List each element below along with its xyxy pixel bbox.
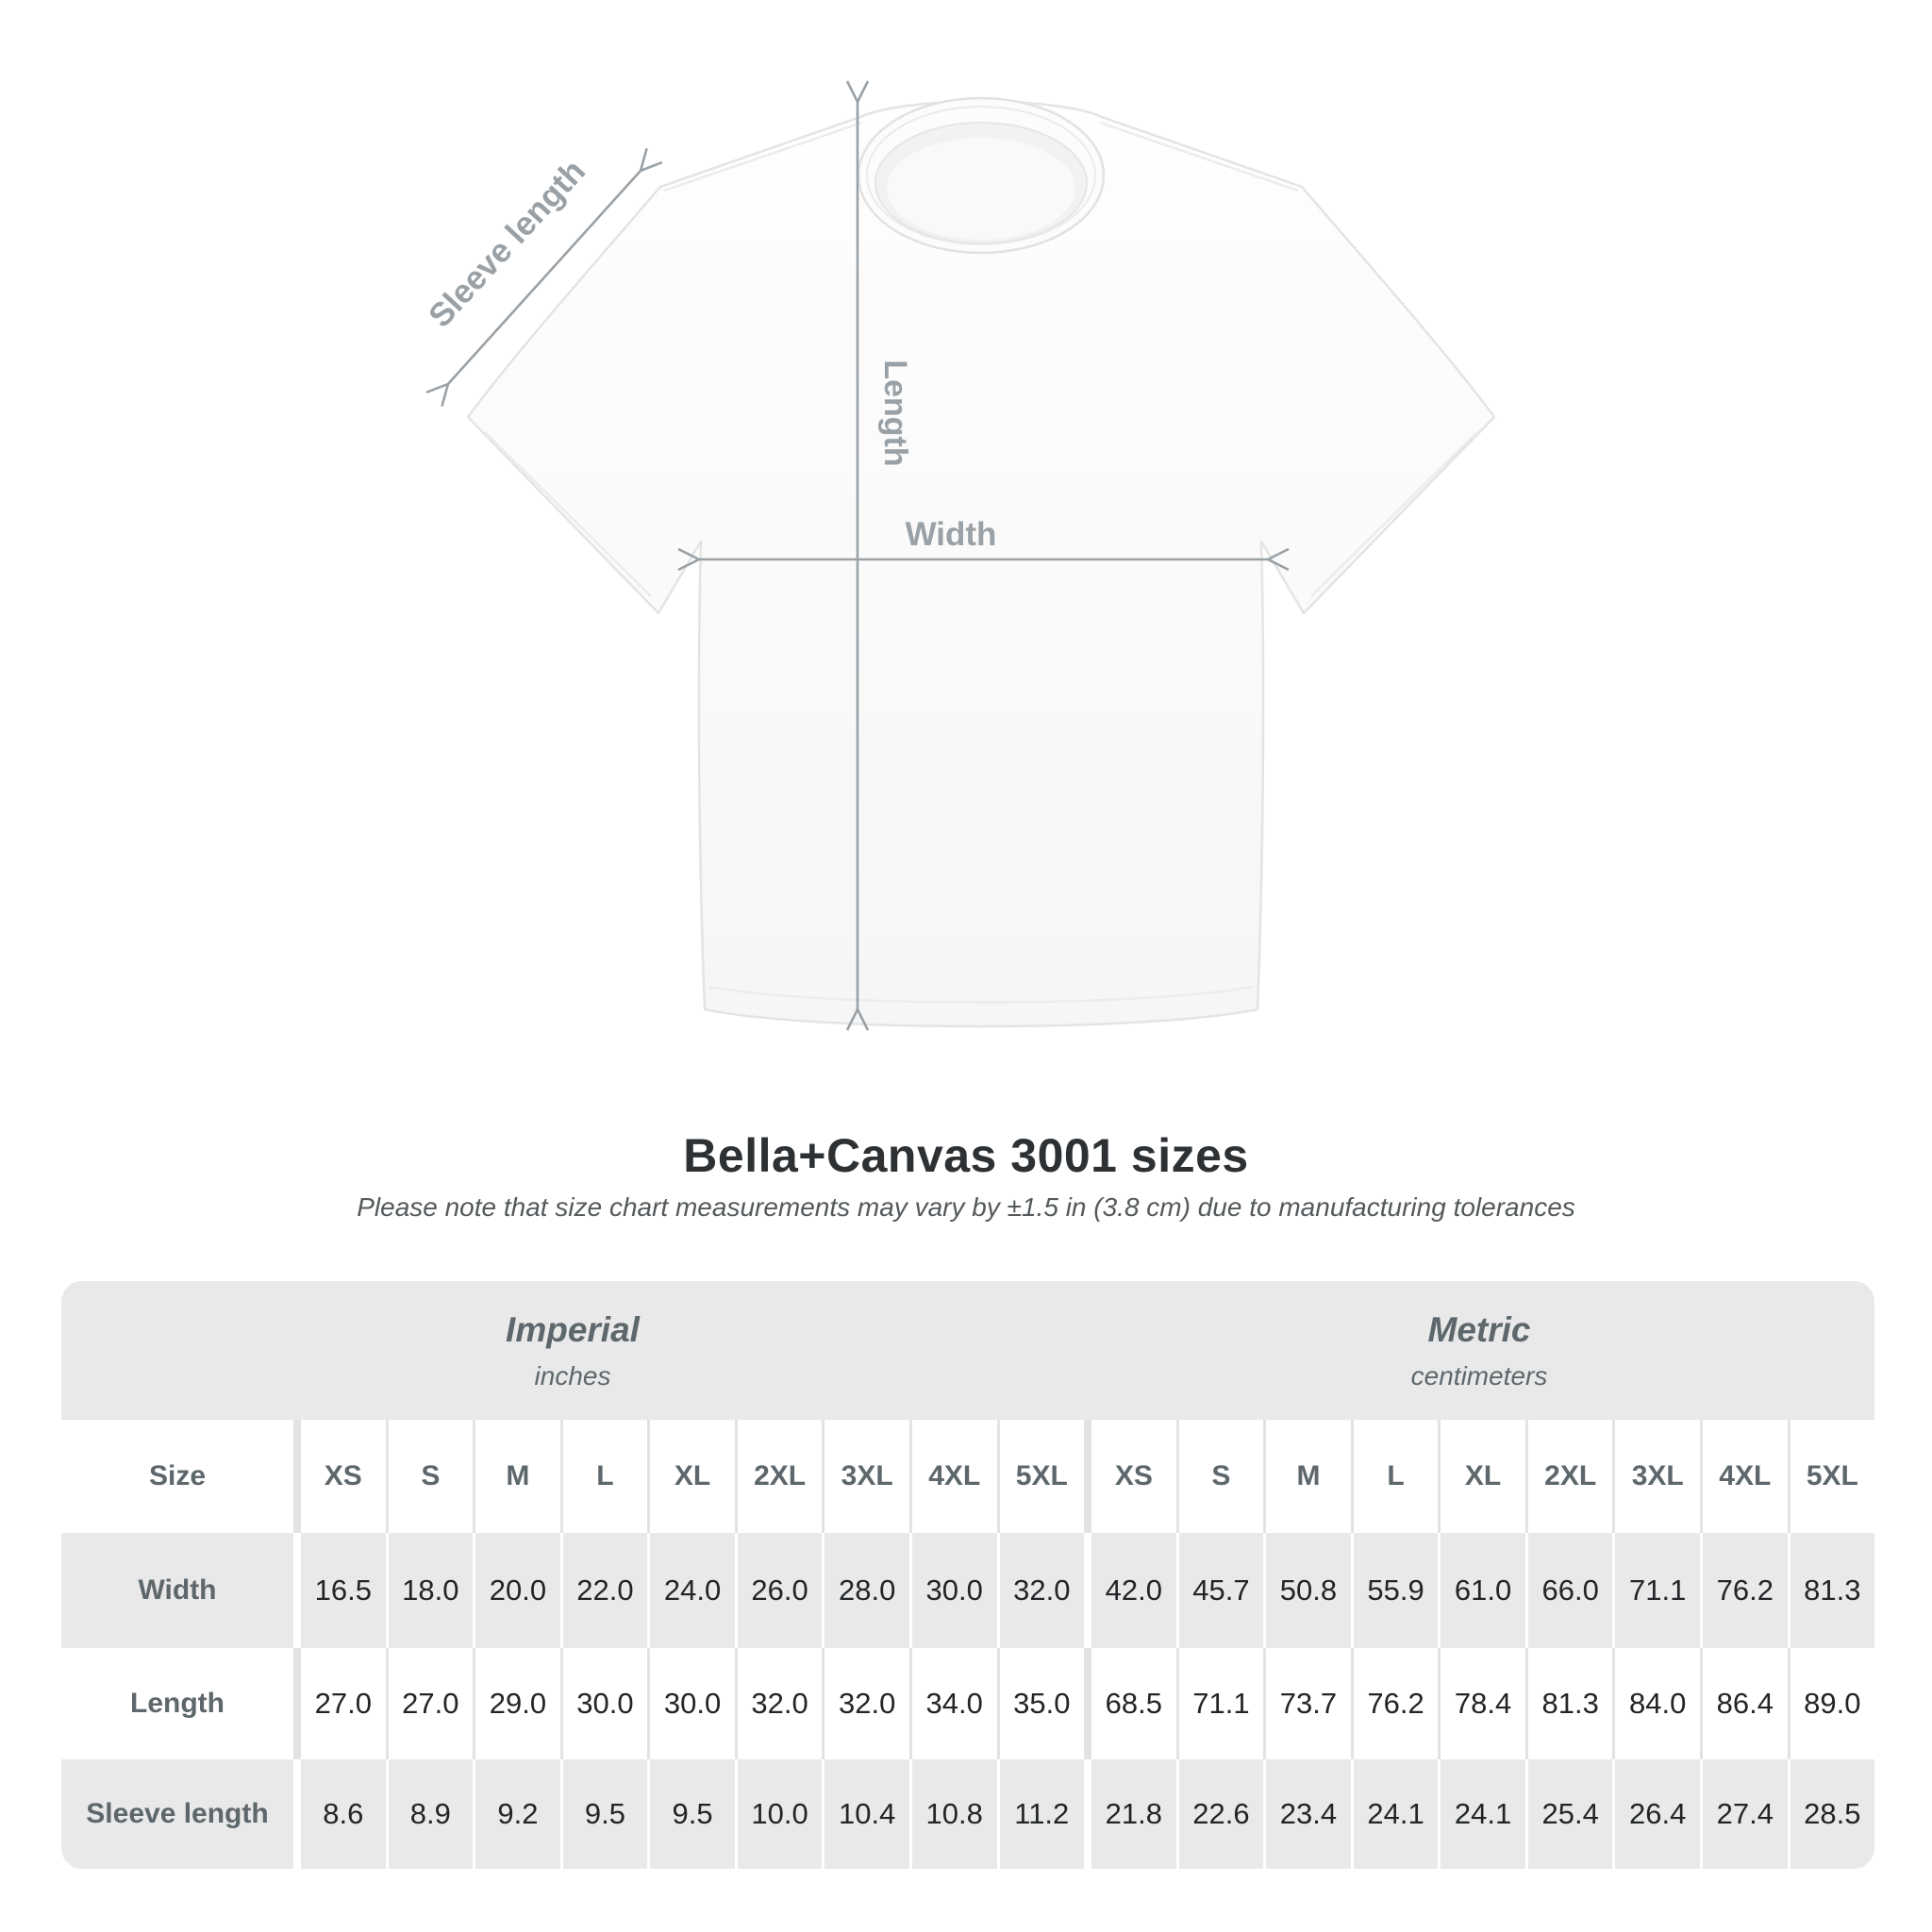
size-column-header-imperial: 3XL [822,1420,909,1533]
size-column-header-metric: 5XL [1787,1420,1874,1533]
size-column-header-imperial: 4XL [908,1420,997,1533]
measurement-cell: 27.0 [293,1648,386,1759]
measurement-cell: 25.4 [1524,1759,1613,1869]
size-column-header-metric: S [1175,1420,1264,1533]
row-label-sleeve-length: Sleeve length [86,1798,269,1829]
size-column-header-metric: M [1263,1420,1351,1533]
size-column-header-imperial: XL [647,1420,735,1533]
width-label: Width [906,516,997,553]
measurement-cell: 18.0 [385,1533,474,1648]
page-subtitle: Please note that size chart measurements… [357,1192,1575,1222]
measurement-cell: 32.0 [734,1648,823,1759]
measurement-cell: 76.2 [1350,1648,1439,1759]
measurement-cell: 8.9 [385,1759,474,1869]
measurement-cell: 28.5 [1787,1759,1874,1869]
measurement-cell: 81.3 [1524,1648,1613,1759]
length-label: Length [877,359,913,466]
measurement-cell: 30.0 [647,1648,735,1759]
imperial-header-group: Imperial inches [61,1281,1084,1420]
measurement-cell: 34.0 [908,1648,997,1759]
measurement-cell: 76.2 [1700,1533,1788,1648]
measurement-cell: 27.4 [1700,1759,1788,1869]
measurement-cell: 20.0 [473,1533,560,1648]
size-column-header-imperial: XS [293,1420,386,1533]
table-row-length: Length 27.0 27.0 29.0 30.0 30.0 32.0 32.0 34.0 3… [61,1648,1874,1759]
sleeve-length-arrow [425,147,663,408]
row-label-length: Length [130,1688,225,1719]
size-column-header-metric: L [1350,1420,1439,1533]
metric-header-group: Metric centimeters [1084,1281,1874,1420]
size-column-header-metric: 2XL [1524,1420,1613,1533]
metric-subheader: centimeters [1410,1360,1548,1391]
measurement-cell: 66.0 [1524,1533,1613,1648]
measurement-cell: 22.0 [559,1533,648,1648]
measurement-cell: 28.0 [822,1533,909,1648]
measurement-cell: 24.1 [1438,1759,1525,1869]
measurement-cell: 84.0 [1612,1648,1700,1759]
size-column-header-metric: 3XL [1612,1420,1700,1533]
measurement-cell: 26.0 [734,1533,823,1648]
collar [857,96,1106,255]
row-label-width: Width [138,1574,217,1606]
size-column-header-imperial: 2XL [734,1420,823,1533]
table-row-sleeve-length: Sleeve length 8.6 8.9 9.2 9.5 9.5 10.0 10.4 10.… [61,1759,1874,1869]
measurement-cell: 32.0 [996,1533,1085,1648]
measurement-cell: 42.0 [1084,1533,1176,1648]
size-column-header-imperial: S [385,1420,474,1533]
metric-header: Metric [1427,1309,1531,1349]
measurement-cell: 9.5 [647,1759,735,1869]
measurement-cell: 29.0 [473,1648,560,1759]
measurement-cell: 45.7 [1175,1533,1264,1648]
measurement-cell: 27.0 [385,1648,474,1759]
measurement-cell: 50.8 [1263,1533,1351,1648]
units-header-band: Imperial inches Metric centimeters [61,1281,1874,1420]
size-column-header-imperial: 5XL [996,1420,1085,1533]
measurement-cell: 86.4 [1700,1648,1788,1759]
measurement-cell: 9.5 [559,1759,648,1869]
measurement-cell: 24.0 [647,1533,735,1648]
measurement-cell: 23.4 [1263,1759,1351,1869]
size-column-header-metric: XS [1084,1420,1176,1533]
size-chart-table: Imperial inches Metric centimeters Size … [61,1281,1874,1869]
tshirt-image [466,96,1496,1028]
measurement-cell: 71.1 [1175,1648,1264,1759]
table-row-width: Width 16.5 18.0 20.0 22.0 24.0 26.0 28.0 30.0 32… [61,1533,1874,1648]
measurement-cell: 35.0 [996,1648,1085,1759]
measurement-cell: 30.0 [908,1533,997,1648]
measurement-cell: 11.2 [996,1759,1085,1869]
measurement-cell: 24.1 [1350,1759,1439,1869]
measurement-cell: 81.3 [1787,1533,1874,1648]
size-column-header-imperial: M [473,1420,560,1533]
measurement-cell: 10.0 [734,1759,823,1869]
measurement-cell: 61.0 [1438,1533,1525,1648]
measurement-cell: 78.4 [1438,1648,1525,1759]
imperial-header: Imperial [506,1309,640,1349]
size-column-header-imperial: L [559,1420,648,1533]
measurement-cell: 10.4 [822,1759,909,1869]
size-column-header-metric: XL [1438,1420,1525,1533]
measurement-cell: 32.0 [822,1648,909,1759]
measurement-cell: 68.5 [1084,1648,1176,1759]
tshirt-diagram: Sleeve length Length Width [422,80,1496,1031]
size-header-row: Size XS S M L XL 2XL 3XL 4XL 5XL XS S M L XL 2XL 3XL 4XL… [61,1420,1874,1533]
measurement-cell: 22.6 [1175,1759,1264,1869]
measurement-cell: 26.4 [1612,1759,1700,1869]
measurement-cell: 89.0 [1787,1648,1874,1759]
measurement-cell: 16.5 [293,1533,386,1648]
measurement-cell: 8.6 [293,1759,386,1869]
measurement-cell: 9.2 [473,1759,560,1869]
measurement-cell: 73.7 [1263,1648,1351,1759]
size-column-header-metric: 4XL [1700,1420,1788,1533]
measurement-cell: 30.0 [559,1648,648,1759]
measurement-cell: 10.8 [908,1759,997,1869]
page-title: Bella+Canvas 3001 sizes [683,1129,1249,1182]
size-header-label: Size [148,1460,207,1491]
measurement-cell: 21.8 [1084,1759,1176,1869]
measurement-annotations [425,80,1290,1031]
imperial-subheader: inches [534,1360,611,1391]
measurement-cell: 55.9 [1350,1533,1439,1648]
measurement-cell: 71.1 [1612,1533,1700,1648]
